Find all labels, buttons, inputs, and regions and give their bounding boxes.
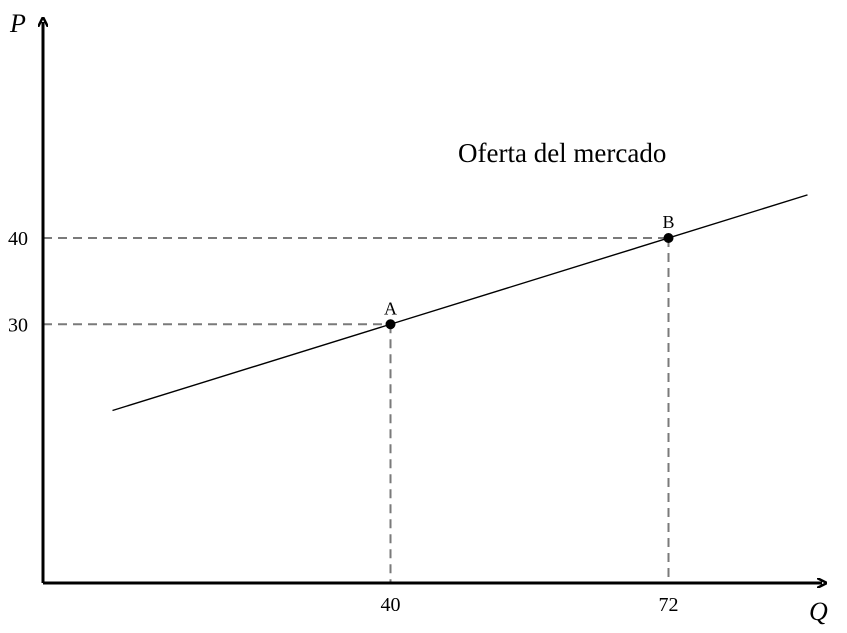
- series-group: Oferta del mercado: [112, 138, 808, 412]
- y-tick-label: 30: [8, 314, 28, 336]
- supply-curve-label: Oferta del mercado: [458, 138, 666, 168]
- point-b: [663, 233, 674, 243]
- x-tick-label: 40: [381, 594, 401, 616]
- y-tick-labels: 30 40: [8, 228, 28, 336]
- y-axis-title: P: [9, 9, 26, 38]
- point-label-a: A: [384, 298, 397, 318]
- points-group: AB: [384, 212, 675, 330]
- guide-lines: [43, 237, 670, 583]
- supply-curve: [112, 194, 808, 412]
- x-axis-title: Q: [809, 597, 828, 626]
- y-tick-label: 40: [8, 228, 28, 250]
- point-label-b: B: [662, 212, 674, 232]
- point-a: [385, 319, 396, 330]
- x-tick-labels: 40 72: [381, 594, 679, 616]
- x-tick-label: 72: [659, 594, 679, 616]
